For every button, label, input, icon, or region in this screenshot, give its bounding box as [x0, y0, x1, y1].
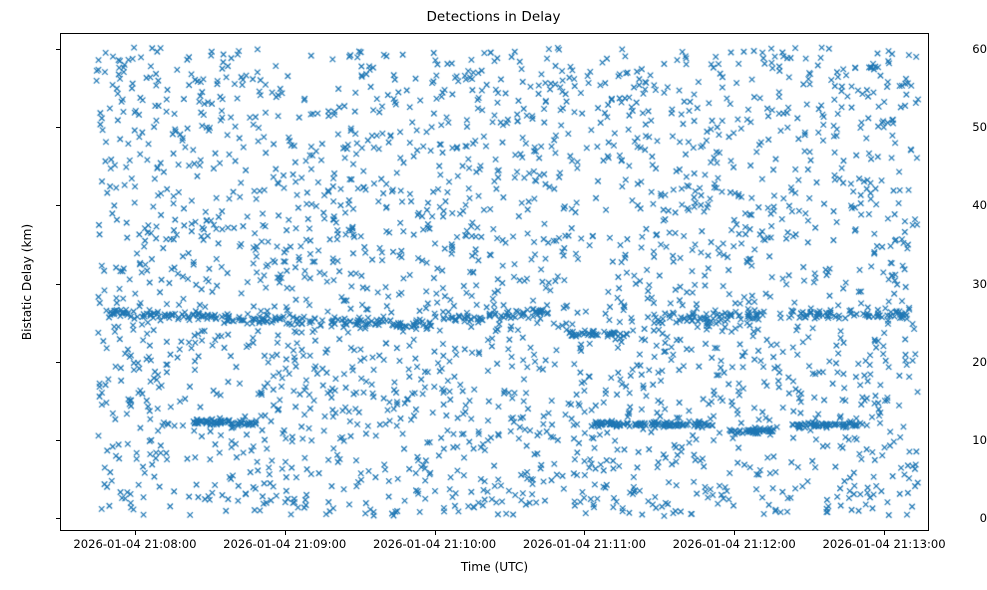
x-tick-mark — [434, 531, 436, 535]
scatter-plot-canvas — [61, 34, 928, 530]
y-tick-label: 50 — [972, 119, 987, 134]
x-tick-label: 2026-01-04 21:12:00 — [672, 537, 796, 551]
x-tick-mark — [584, 531, 586, 535]
chart-title: Detections in Delay — [426, 9, 561, 25]
x-tick-label: 2026-01-04 21:10:00 — [372, 537, 497, 551]
x-tick-label: 2026-01-04 21:11:00 — [522, 537, 646, 551]
y-tick-mark — [56, 440, 60, 442]
x-tick-label: 2026-01-04 21:09:00 — [223, 537, 347, 551]
y-tick-mark — [56, 48, 60, 50]
y-tick-mark — [56, 361, 60, 363]
x-tick-mark — [884, 531, 886, 535]
y-tick-label: 10 — [972, 433, 987, 448]
y-tick-label: 30 — [972, 276, 987, 291]
x-tick-label: 2026-01-04 21:13:00 — [822, 537, 946, 551]
x-tick-mark — [134, 531, 136, 535]
y-tick-label: 60 — [972, 41, 987, 56]
x-tick-label: 2026-01-04 21:08:00 — [73, 537, 197, 551]
y-tick-label: 0 — [979, 511, 987, 526]
y-tick-mark — [56, 205, 60, 207]
y-axis-label: Bistatic Delay (km) — [20, 223, 34, 341]
y-tick-mark — [56, 126, 60, 128]
y-tick-label: 20 — [972, 354, 987, 369]
x-axis-label: Time (UTC) — [460, 560, 529, 574]
x-tick-mark — [734, 531, 736, 535]
y-tick-mark — [56, 518, 60, 520]
y-tick-label: 40 — [972, 198, 987, 213]
y-tick-mark — [56, 283, 60, 285]
x-tick-mark — [284, 531, 286, 535]
plot-axes — [60, 33, 929, 531]
